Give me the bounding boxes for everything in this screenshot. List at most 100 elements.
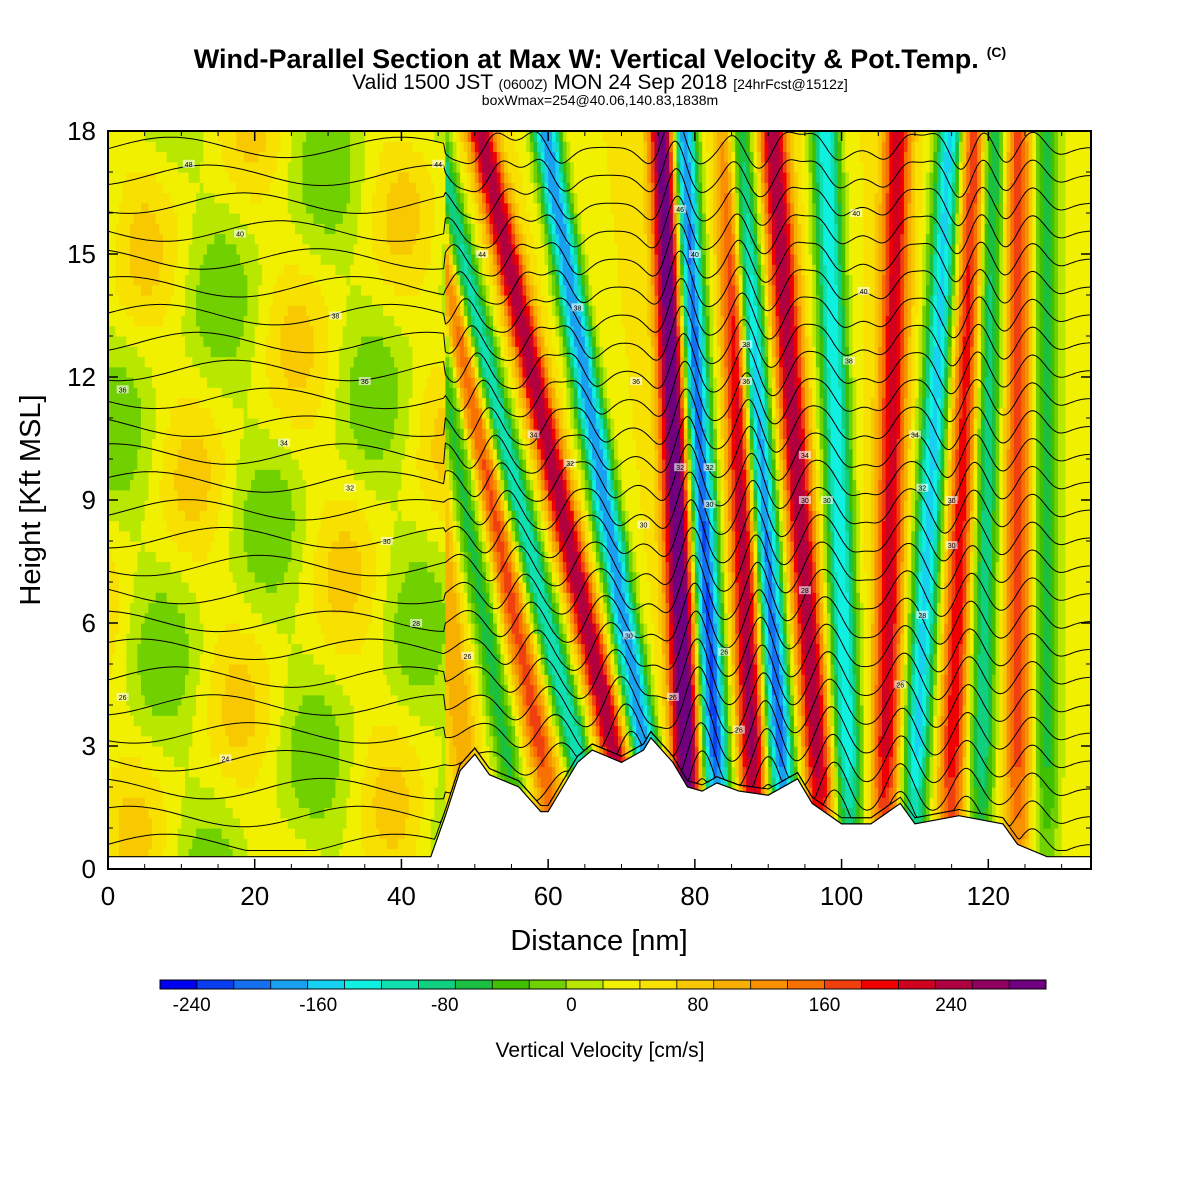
colorbar-tick-label: -160 <box>299 995 337 1016</box>
theta-contour <box>108 195 1091 255</box>
contour-label: 36 <box>358 377 371 386</box>
colorbar-swatch <box>307 980 345 989</box>
contour-label: 38 <box>842 356 855 366</box>
colorbar-swatch <box>566 980 604 989</box>
x-axis-label: Distance [nm] <box>510 925 687 957</box>
theta-contour <box>108 168 1091 227</box>
y-tick-label: 18 <box>67 116 96 146</box>
contour-label: 30 <box>945 541 958 550</box>
valid-time-subtitle: Valid 1500 JST (0600Z) MON 24 Sep 2018 [… <box>352 71 848 94</box>
potential-temperature-contours <box>108 131 1091 851</box>
x-tick-label: 40 <box>387 881 416 911</box>
theta-contour <box>108 666 1091 734</box>
contour-label: 38 <box>329 311 342 321</box>
contour-label: 48 <box>182 159 195 169</box>
contour-label: 40 <box>688 250 701 259</box>
theta-contour <box>108 471 1091 538</box>
contour-label: 30 <box>798 496 811 505</box>
colorbar-swatch <box>529 980 567 989</box>
x-tick-label: 60 <box>534 881 563 911</box>
contour-label: 32 <box>674 463 687 472</box>
theta-contour <box>108 694 1091 762</box>
theta-contour <box>108 131 1091 170</box>
x-tick-label: 80 <box>680 881 709 911</box>
colorbar-swatch <box>233 980 272 989</box>
colorbar-swatch <box>898 980 936 989</box>
axes: 0 20 40 60 80 100 120 0 36 9 12 15 18 <box>67 116 1091 911</box>
x-tick-label: 0 <box>101 881 115 911</box>
theta-contour <box>108 140 1091 198</box>
colorbar-swatch <box>381 980 419 989</box>
contour-label: 24 <box>219 754 232 763</box>
theta-contour <box>108 499 1091 566</box>
contour-label: 34 <box>278 438 291 448</box>
y-tick-label: 15 <box>67 239 96 269</box>
contour-label: 30 <box>945 496 958 505</box>
contour-label: 30 <box>380 537 393 546</box>
colorbar-swatch <box>492 980 530 989</box>
x-tick-label: 100 <box>820 881 863 911</box>
contour-label: 26 <box>666 692 679 702</box>
theta-contour <box>108 305 1091 368</box>
contour-label: 36 <box>630 377 643 386</box>
y-tick-label: 12 <box>67 362 96 392</box>
theta-contour <box>108 554 1091 622</box>
y-tick-label: 9 <box>82 485 96 515</box>
colorbar-swatch <box>972 980 1010 989</box>
y-tick-label: 3 <box>82 731 96 761</box>
colorbar-swatch <box>750 980 788 989</box>
colorbar-tick-label: -240 <box>173 995 211 1016</box>
contour-label: 44 <box>476 250 489 259</box>
colorbar-tick-label: 80 <box>687 995 708 1016</box>
contour-label: 30 <box>637 520 650 530</box>
chart-title: Wind-Parallel Section at Max W: Vertical… <box>193 44 1007 74</box>
colorbar-tick-label: -80 <box>431 995 458 1016</box>
theta-contour <box>108 582 1091 650</box>
contour-label: 44 <box>432 159 445 169</box>
contour-label: 46 <box>674 204 687 214</box>
colorbar-swatch <box>455 980 493 989</box>
contour-label: 26 <box>718 647 731 657</box>
contour-label: 32 <box>564 459 577 468</box>
contour-label: 26 <box>894 680 907 690</box>
contour-label: 40 <box>850 209 863 218</box>
copyright-mark: (C) <box>986 44 1007 60</box>
colorbar-swatch <box>196 980 235 989</box>
contour-label: 28 <box>798 586 811 595</box>
colorbar-swatch <box>787 980 825 989</box>
theta-contour <box>108 610 1091 678</box>
colorbar-frame <box>159 979 1047 990</box>
colorbar-swatch <box>418 980 456 989</box>
contour-labels: 36 26 48 40 34 38 32 36 30 28 24 44 44 26 34 32 38 30 36 30… <box>116 159 958 763</box>
theta-contour <box>108 222 1091 283</box>
contour-label: 30 <box>820 496 833 505</box>
colorbar-swatch <box>676 980 715 989</box>
contour-label: 34 <box>908 430 921 439</box>
contour-label: 26 <box>116 692 129 702</box>
theta-contour <box>108 278 1091 340</box>
theta-contour <box>108 638 1091 706</box>
y-tick-label: 0 <box>82 854 96 884</box>
theta-contour <box>108 527 1091 594</box>
contour-label: 38 <box>740 340 753 349</box>
colorbar-swatch <box>861 980 899 989</box>
contour-label: 36 <box>116 385 129 394</box>
x-tick-label: 20 <box>240 881 269 911</box>
colorbar-label: Vertical Velocity [cm/s] <box>496 1039 705 1062</box>
colorbar-tick-label: 0 <box>566 995 577 1016</box>
contour-label: 34 <box>527 430 540 439</box>
colorbar: -240 -160 -80 0 80 160 240 <box>159 979 1047 1016</box>
theta-contour <box>108 360 1091 425</box>
theta-contour <box>108 415 1091 481</box>
contour-label: 30 <box>703 500 716 509</box>
colorbar-swatch <box>713 980 751 989</box>
contour-label: 36 <box>740 377 753 386</box>
x-tick-label: 120 <box>967 881 1010 911</box>
y-axis-label: Height [Kft MSL] <box>15 394 47 605</box>
contour-label: 34 <box>798 450 811 460</box>
contour-label: 32 <box>916 483 929 493</box>
colorbar-swatch <box>639 980 678 989</box>
colorbar-swatch <box>935 980 973 989</box>
theta-contour <box>108 443 1091 509</box>
